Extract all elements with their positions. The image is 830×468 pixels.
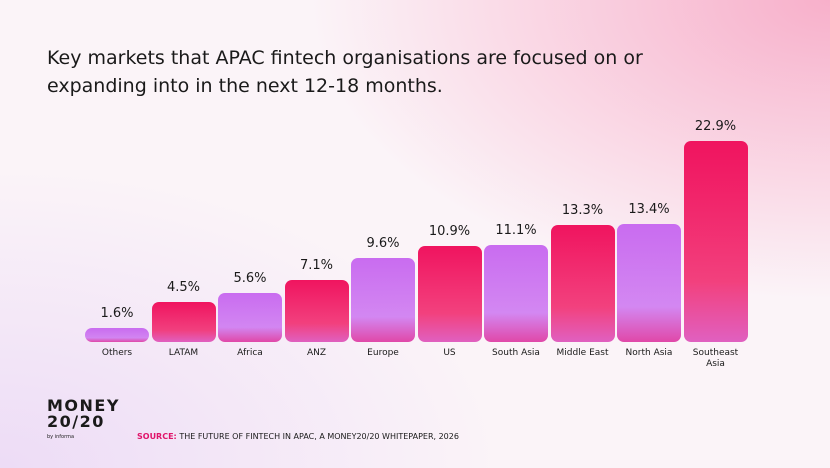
logo-line: 20/20: [47, 412, 105, 431]
bar: [550, 225, 615, 342]
x-tick-label: Europe: [367, 348, 399, 358]
chart-title: Key markets that APAC fintech organisati…: [47, 47, 643, 97]
x-tick-label: South Asia: [492, 348, 540, 358]
logo: MONEY 20/20: [47, 398, 120, 430]
x-tick-label: US: [443, 348, 456, 358]
value-label: 1.6%: [100, 305, 134, 321]
x-tick-label: Southeast Asia: [692, 348, 739, 369]
bar: [484, 244, 548, 342]
x-tick-label: Middle East: [556, 348, 609, 358]
x-tick-label: Africa: [237, 348, 263, 358]
x-tick-label: LATAM: [168, 348, 199, 358]
value-label: 7.1%: [299, 257, 334, 273]
x-tick-label: Others: [101, 348, 133, 358]
value-label: 22.9%: [694, 118, 737, 134]
bar: [151, 302, 216, 342]
value-label: 4.5%: [166, 280, 201, 296]
bar: [351, 257, 415, 342]
bar: [284, 279, 349, 342]
logo-sub: by informa: [47, 434, 75, 440]
source: SOURCE: THE FUTURE OF FINTECH IN APAC, A…: [137, 432, 459, 441]
bar: [417, 246, 482, 342]
source-label: SOURCE:: [137, 432, 177, 441]
value-label: 11.1%: [495, 222, 537, 238]
value-label: 13.4%: [628, 202, 670, 218]
x-tick-label: ANZ: [306, 348, 327, 358]
source-text: THE FUTURE OF FINTECH IN APAC, A MONEY20…: [179, 432, 459, 441]
bar: [683, 140, 748, 342]
value-label: 9.6%: [366, 235, 400, 251]
bar: [85, 327, 149, 342]
value-label: 10.9%: [428, 224, 471, 240]
logo-line: MONEY: [47, 396, 120, 415]
value-label: 5.6%: [233, 270, 267, 286]
x-tick-label: North Asia: [625, 348, 673, 358]
bar: [218, 292, 282, 342]
value-label: 13.3%: [561, 203, 604, 219]
bar: [617, 224, 681, 342]
